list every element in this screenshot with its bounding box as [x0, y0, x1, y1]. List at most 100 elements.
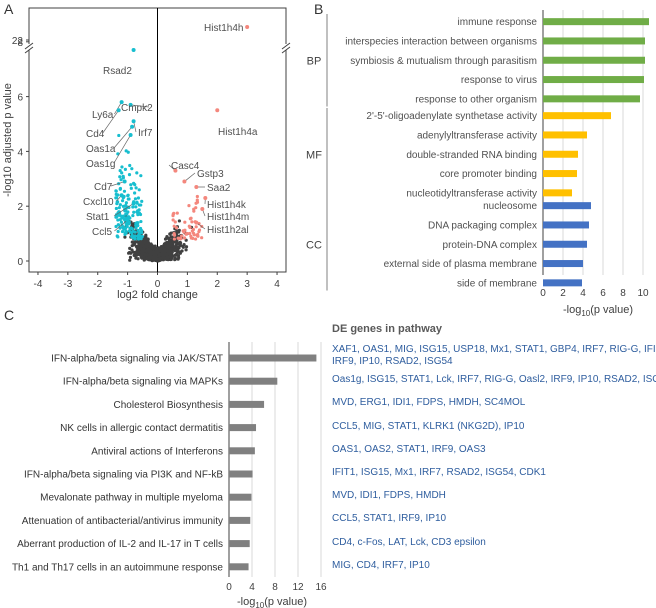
volcano-point-down — [120, 199, 125, 203]
pathway-x-label: -log10(p value) — [237, 596, 307, 608]
volcano-point-down — [139, 174, 143, 178]
volcano-point-down — [120, 229, 125, 234]
volcano-point-ns — [184, 238, 188, 242]
volcano-point-ns — [128, 258, 132, 262]
volcano-point-down — [115, 201, 119, 206]
volcano-axis-break — [281, 42, 291, 50]
pathway-genes-line: XAF1, OAS1, MIG, ISG15, USP18, Mx1, STAT… — [332, 344, 656, 355]
volcano-point-ns — [153, 257, 157, 261]
pathway-bar — [229, 540, 250, 548]
go-term-label: protein-DNA complex — [443, 240, 537, 251]
go-term-label: response to other organism — [415, 94, 537, 105]
go-term-label: response to virus — [461, 75, 537, 86]
volcano-point-down — [134, 186, 138, 190]
volcano-x-tick-label: 0 — [155, 279, 161, 290]
volcano-point-label: Hist1h4a — [218, 127, 258, 138]
go-bar — [543, 279, 582, 287]
panel-label-a: A — [4, 1, 14, 17]
volcano-point-label: Ccl5 — [92, 227, 112, 238]
volcano-point-down — [131, 213, 135, 218]
pathway-genes-line: MVD, ERG1, IDI1, FDPS, HMDH, SC4MOL — [332, 397, 526, 409]
go-x-tick-label: 6 — [600, 288, 606, 299]
volcano-point-down — [135, 171, 139, 175]
volcano-point-ns — [144, 237, 148, 241]
volcano-x-tick-label: 4 — [274, 279, 280, 290]
go-bar — [543, 56, 645, 64]
volcano-point-down — [134, 223, 138, 227]
volcano-point-down — [124, 203, 128, 208]
pathway-genes-line: IFIT1, ISG15, Mx1, IRF7, RSAD2, ISG54, C… — [332, 467, 546, 478]
volcano-point-up — [197, 230, 201, 234]
volcano-point-down — [133, 197, 138, 201]
go-term-label: 2'-5'-oligoadenylate synthetase activity — [366, 111, 537, 122]
volcano-point-up — [196, 234, 200, 238]
go-x-tick-label: 4 — [580, 288, 586, 299]
volcano-point-label: Hist1h4k — [207, 200, 247, 211]
pathway-label: Aberrant production of IL-2 and IL-17 in… — [17, 539, 223, 550]
volcano-point-ns — [135, 248, 139, 253]
pathway-label: Th1 and Th17 cells in an autoimmune resp… — [12, 562, 223, 573]
go-bar — [543, 221, 589, 229]
volcano-point-down — [139, 203, 143, 207]
volcano-y-tick-label: 4 — [17, 147, 23, 158]
volcano-point-down — [140, 199, 144, 203]
go-terms-chart: 0 2 4 6 8 10 BP immune response interspecies int… — [306, 10, 649, 299]
volcano-point-labeled — [125, 217, 130, 222]
volcano-point-labeled — [122, 179, 127, 184]
pathway-genes: IFIT1, ISG15, Mx1, IRF7, RSAD2, ISG54, C… — [332, 467, 656, 479]
volcano-point-up — [172, 237, 176, 241]
volcano-point-ns — [177, 228, 181, 232]
volcano-point-labeled — [182, 179, 187, 184]
volcano-point-up — [177, 236, 181, 240]
volcano-point-ns — [147, 253, 151, 258]
volcano-point-down — [131, 229, 135, 233]
volcano-point-up — [172, 233, 177, 237]
volcano-point-up — [189, 234, 193, 238]
volcano-point-down — [128, 163, 132, 168]
volcano-point-up — [193, 237, 198, 241]
volcano-point-label: Hist1h2al — [207, 225, 249, 236]
volcano-x-tick-label: -3 — [63, 279, 72, 290]
go-term-label: double-stranded RNA binding — [406, 150, 537, 161]
volcano-point-labeled — [119, 193, 124, 198]
volcano-point-down — [123, 226, 127, 230]
volcano-point-ns — [139, 253, 143, 257]
pathway-bar — [229, 400, 265, 408]
volcano-point-up — [188, 231, 192, 236]
volcano-point-label: Rsad2 — [103, 66, 132, 77]
volcano-point-down — [133, 182, 137, 187]
pathway-bar — [229, 493, 252, 501]
pathway-label: Cholesterol Biosynthesis — [114, 400, 224, 411]
volcano-point-ns — [159, 246, 164, 250]
volcano-y-tick-label: 8 — [17, 38, 23, 49]
panel-label-b: B — [314, 1, 323, 17]
volcano-point-label: Gstp3 — [197, 169, 224, 180]
volcano-point-down — [135, 200, 139, 204]
volcano-point-down — [129, 183, 133, 187]
volcano-point-down — [136, 228, 140, 233]
volcano-point-down — [118, 203, 122, 207]
volcano-point-label: Stat1 — [86, 212, 110, 223]
volcano-point-ns — [149, 256, 153, 260]
volcano-point-ns — [128, 255, 133, 259]
pathway-genes: MVD, IDI1, FDPS, HMDH — [332, 490, 656, 502]
volcano-point-ns — [134, 256, 138, 260]
volcano-point-ns — [174, 252, 179, 256]
volcano-point-ns — [166, 242, 170, 246]
volcano-point-labeled — [194, 185, 199, 190]
volcano-point-ns — [161, 256, 165, 260]
volcano-point-down — [118, 187, 122, 191]
volcano-point-labeled — [119, 100, 124, 105]
pathway-genes-line: OAS1, OAS2, STAT1, IRF9, OAS3 — [332, 443, 486, 455]
volcano-point-ns — [178, 240, 182, 245]
go-bar — [543, 37, 645, 45]
volcano-point-up — [175, 211, 179, 215]
volcano-y-tick-label: 2 — [17, 202, 23, 213]
volcano-point-ns — [166, 251, 171, 255]
pathway-genes: CCL5, MIG, STAT1, KLRK1 (NKG2D), IP10 — [332, 421, 656, 433]
pathway-genes-line: CD4, c-Fos, LAT, Lck, CD3 epsilon — [332, 536, 486, 548]
volcano-point-ns — [147, 249, 151, 253]
go-bar — [543, 150, 578, 158]
volcano-point-up — [183, 220, 187, 224]
